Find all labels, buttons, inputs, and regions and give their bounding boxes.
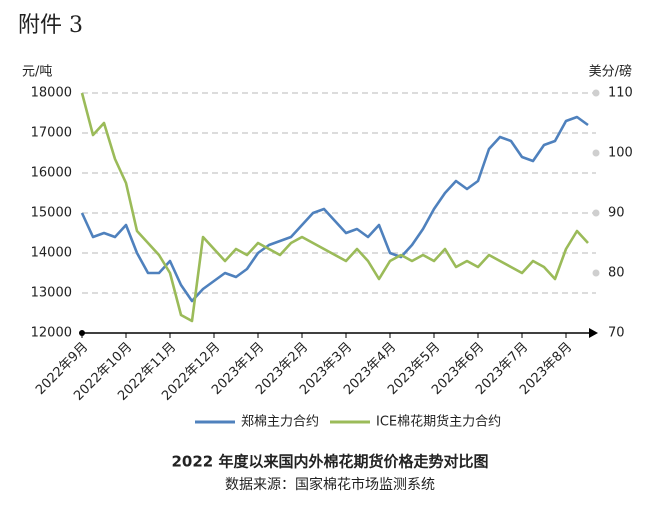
y2-tick-dot [592,89,600,97]
series-line [80,92,589,323]
y-tick-label: 12000 [31,326,72,341]
axis-arrow [589,328,598,338]
y2-tick-label: 100 [608,146,633,161]
y2-tick-dot [592,269,600,277]
legend-label: 郑棉主力合约 [241,415,319,430]
series-line [80,115,589,303]
y2-tick-label: 70 [608,326,625,341]
legend-label: ICE棉花期货主力合约 [376,414,501,430]
chart-title: 2022 年度以来国内外棉花期货价格走势对比图 [172,453,489,471]
y-tick-label: 16000 [31,166,72,181]
y2-axis-label: 美分/磅 [589,64,632,80]
y-tick-label: 14000 [31,246,72,261]
y-tick-label: 18000 [31,86,72,101]
y2-tick-label: 80 [608,266,625,281]
y2-tick-dot [592,209,600,217]
y2-tick-label: 110 [608,86,633,101]
y-tick-label: 13000 [31,286,72,301]
y2-tick-dot [592,149,600,157]
chart-subtitle: 数据来源：国家棉花市场监测系统 [225,476,435,493]
y-tick-label: 17000 [31,126,72,141]
y-axis-label: 元/吨 [22,65,52,80]
caption: 附件 3 [18,13,83,38]
y2-tick-label: 90 [608,206,625,221]
y-tick-label: 15000 [31,206,72,221]
